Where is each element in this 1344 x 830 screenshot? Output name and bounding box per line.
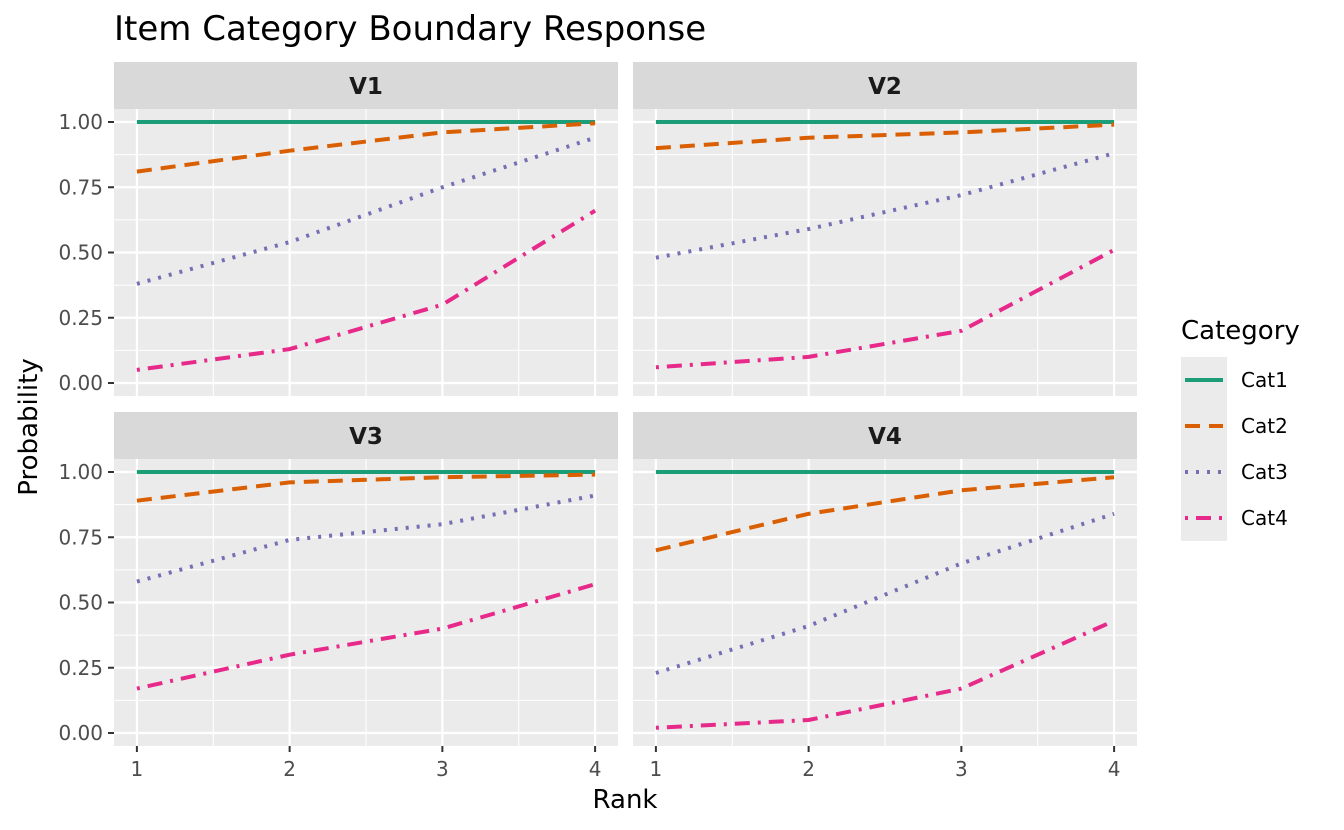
y-tick-label: 0.50 — [58, 591, 103, 615]
legend-label-cat2: Cat2 — [1241, 414, 1288, 438]
legend-title: Category — [1181, 316, 1300, 346]
x-tick-label: 4 — [1108, 757, 1121, 781]
facet-strip — [114, 62, 618, 109]
y-tick-label: 1.00 — [58, 460, 103, 484]
facet-strip-label: V4 — [868, 424, 902, 450]
x-tick-label: 2 — [283, 757, 296, 781]
series-line-cat2 — [655, 475, 1115, 553]
legend-label-cat1: Cat1 — [1241, 368, 1288, 392]
series-line-cat4 — [655, 248, 1116, 370]
panel-v4: V4 1 2 3 4 — [633, 412, 1137, 781]
y-tick-label: 1.00 — [58, 110, 103, 134]
x-tick-label: 3 — [436, 757, 449, 781]
y-tick-label: 0.25 — [58, 656, 103, 680]
legend: Category Cat1 Cat2 Cat3 Cat4 — [1181, 316, 1300, 541]
y-tick-label: 0.75 — [58, 525, 103, 549]
series-line-cat3 — [136, 135, 596, 286]
y-tick-label: 0.00 — [58, 371, 103, 395]
y-tick-label: 0.50 — [58, 241, 103, 265]
x-tick-label: 3 — [955, 757, 968, 781]
series-line-cat3 — [655, 511, 1115, 675]
facet-panels: V1 0.00 0.25 0.50 0.75 1.00 V2 V3 0.00 0.25 0.50 0.… — [58, 62, 1137, 781]
series-line-cat4 — [655, 618, 1115, 730]
series-line-cat3 — [655, 151, 1115, 260]
series-line-cat2 — [136, 121, 596, 174]
legend-key-background — [1181, 357, 1227, 541]
panel-v1: V1 0.00 0.25 0.50 0.75 1.00 — [58, 62, 618, 396]
facet-strip — [633, 62, 1137, 109]
x-axis-title: Rank — [593, 785, 658, 815]
facet-strip — [633, 412, 1137, 459]
x-tick-label: 1 — [650, 757, 663, 781]
legend-label-cat3: Cat3 — [1241, 460, 1288, 484]
y-tick-label: 0.75 — [58, 175, 103, 199]
facet-strip-label: V3 — [349, 424, 383, 450]
x-tick-label: 1 — [131, 757, 144, 781]
panel-v2: V2 — [633, 62, 1137, 396]
series-line-cat2 — [655, 122, 1115, 151]
series-line-cat3 — [136, 493, 596, 584]
y-tick-label: 0.25 — [58, 306, 103, 330]
series-line-cat2 — [136, 472, 596, 503]
panel-v3: V3 0.00 0.25 0.50 0.75 1.00 1 2 3 4 — [58, 412, 618, 781]
y-tick-label: 0.00 — [58, 721, 103, 745]
x-tick-label: 4 — [589, 757, 602, 781]
facet-strip-label: V2 — [868, 74, 902, 100]
series-line-cat4 — [136, 582, 596, 691]
legend-label-cat4: Cat4 — [1241, 506, 1288, 530]
facet-strip-label: V1 — [349, 74, 383, 100]
y-axis-title: Probability — [14, 358, 44, 495]
chart-title: Item Category Boundary Response — [114, 9, 706, 49]
x-tick-label: 2 — [802, 757, 815, 781]
facet-strip — [114, 412, 618, 459]
